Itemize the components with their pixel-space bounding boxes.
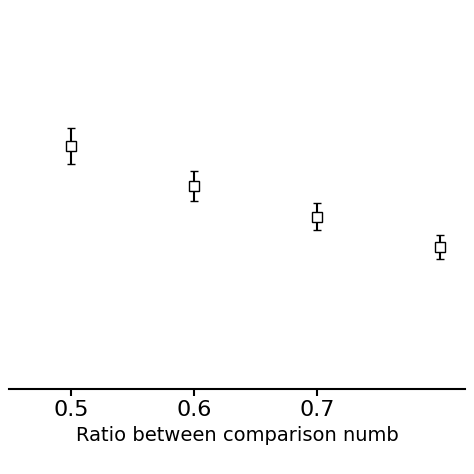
- X-axis label: Ratio between comparison numb: Ratio between comparison numb: [76, 426, 398, 445]
